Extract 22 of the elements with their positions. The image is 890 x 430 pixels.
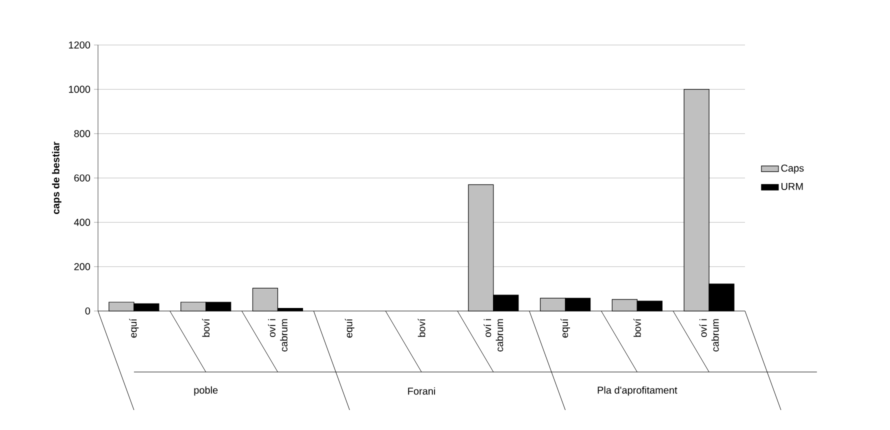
- y-tick-label: 200: [74, 263, 90, 270]
- y-tick-label: 600: [74, 174, 90, 182]
- text: Pla d'aprofitament: [598, 386, 678, 396]
- text: poble: [194, 386, 218, 396]
- x-tick-label: oví i cabrum: [484, 319, 504, 352]
- y-tick-label: 1000: [68, 86, 90, 93]
- x-tick-label: equí: [560, 318, 570, 338]
- x-tick-label: boví: [633, 318, 641, 337]
- x-tick-label: equí: [344, 318, 354, 338]
- text: Forani: [408, 387, 435, 395]
- legend-label: Caps: [781, 164, 804, 174]
- x-tick-label: equí: [129, 318, 139, 338]
- x-tick-label: boví: [418, 318, 426, 337]
- y-tick-label: 400: [74, 218, 90, 226]
- y-tick-label: 0: [85, 307, 90, 315]
- y-axis-title: caps de bestiar: [52, 142, 62, 214]
- x-tick-label: oví i cabrum: [699, 319, 719, 352]
- y-tick-label: 800: [74, 130, 90, 138]
- legend-label: URM: [782, 183, 803, 190]
- x-tick-label: boví: [202, 318, 210, 337]
- y-tick-label: 1200: [68, 41, 90, 49]
- x-tick-label: oví i cabrum: [268, 319, 288, 352]
